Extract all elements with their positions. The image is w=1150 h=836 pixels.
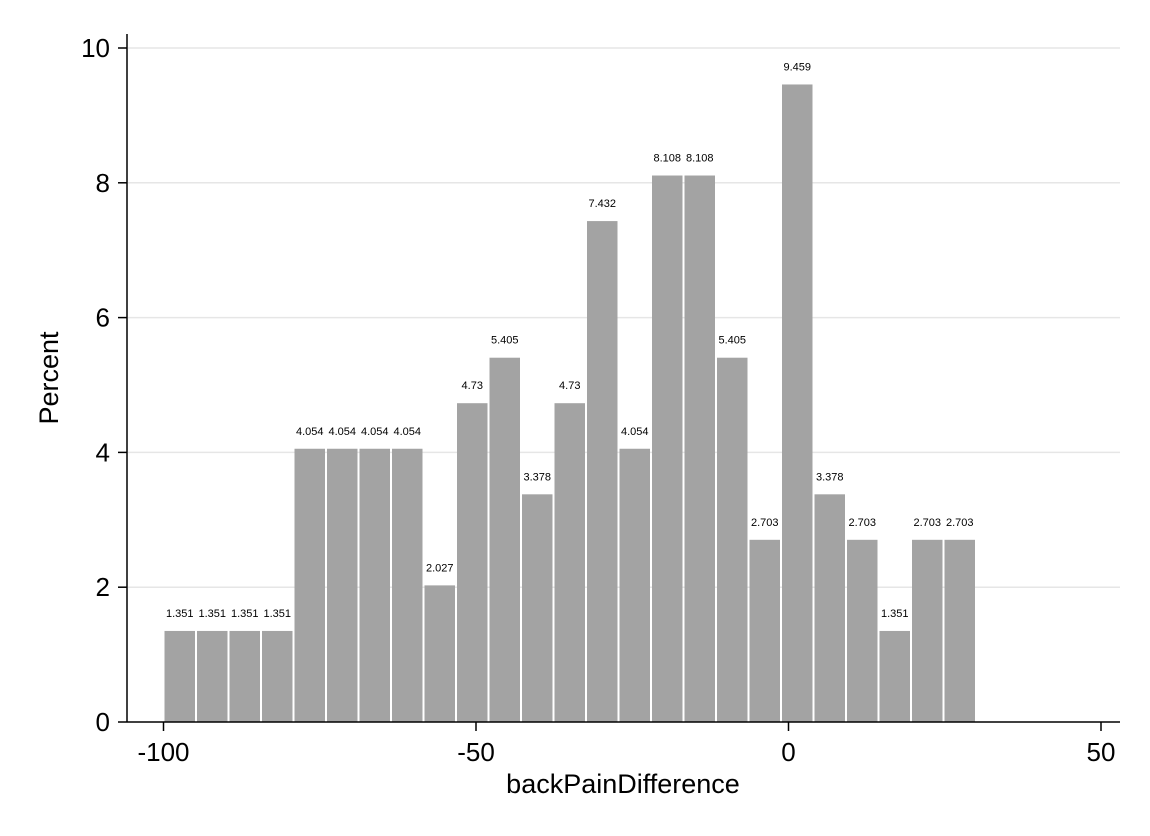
bar-value-label: 2.703 [751,517,779,529]
bar [164,630,195,722]
bar-value-label: 8.108 [653,153,681,165]
bar-value-label: 1.351 [263,608,291,620]
bar-value-label: 4.054 [361,426,389,438]
bar-value-label: 1.351 [881,608,909,620]
bar [294,448,325,722]
bar-value-label: 4.054 [393,426,421,438]
bar-value-label: 9.459 [783,61,811,73]
bar-value-label: 5.405 [491,335,519,347]
y-axis-title: Percent [34,331,64,425]
bar-value-label: 2.703 [946,517,974,529]
bar-value-label: 8.108 [686,153,714,165]
axes [126,34,1120,723]
bar-value-label: 4.73 [559,380,580,392]
y-tick-label: 8 [96,168,110,198]
bar-value-label: 3.378 [816,471,844,483]
bar [847,539,878,722]
x-tick-label: -100 [137,737,189,767]
bar [457,403,488,722]
bar [262,630,293,722]
y-tick-label: 2 [96,572,110,602]
bar [684,175,715,722]
bar-value-label: 3.378 [523,471,551,483]
y-ticks: 0 2 4 6 8 10 [81,33,127,737]
bar [229,630,260,722]
bar [197,630,228,722]
bar [359,448,390,722]
bar [814,494,845,722]
y-tick-label: 0 [96,707,110,737]
bar-value-label: 7.432 [588,198,616,210]
x-axis-title: backPainDifference [506,769,740,799]
x-tick-label: 0 [781,737,795,767]
bar-labels: 1.351 1.351 1.351 1.351 4.054 4.054 4.054 4.054… [166,61,974,619]
bar [652,175,683,722]
x-tick-label: 50 [1087,737,1116,767]
bar [587,221,618,723]
bar-value-label: 1.351 [198,608,226,620]
bar [489,357,520,722]
bar-value-label: 2.703 [913,517,941,529]
bar [912,539,943,722]
bar [944,539,975,722]
y-tick-label: 6 [96,303,110,333]
y-tick-label: 4 [96,437,110,467]
bar [782,84,813,723]
x-tick-label: -50 [457,737,495,767]
bar-value-label: 1.351 [166,608,194,620]
bar [392,448,423,722]
bar [879,630,910,722]
bar [619,448,650,722]
bar [424,585,455,722]
bar-value-label: 5.405 [718,335,746,347]
bar-value-label: 4.054 [296,426,324,438]
bar-value-label: 2.027 [426,562,454,574]
bar [522,494,553,722]
x-ticks: -100 -50 0 50 [137,722,1115,767]
bar-value-label: 4.054 [621,426,649,438]
bar-value-label: 4.73 [462,380,483,392]
bars [164,84,975,723]
bar [554,403,585,722]
bar-value-label: 2.703 [848,517,876,529]
bar [749,539,780,722]
bar [717,357,748,722]
bar-value-label: 1.351 [231,608,259,620]
y-tick-label: 10 [81,33,110,63]
bar-value-label: 4.054 [328,426,356,438]
bar [327,448,358,722]
